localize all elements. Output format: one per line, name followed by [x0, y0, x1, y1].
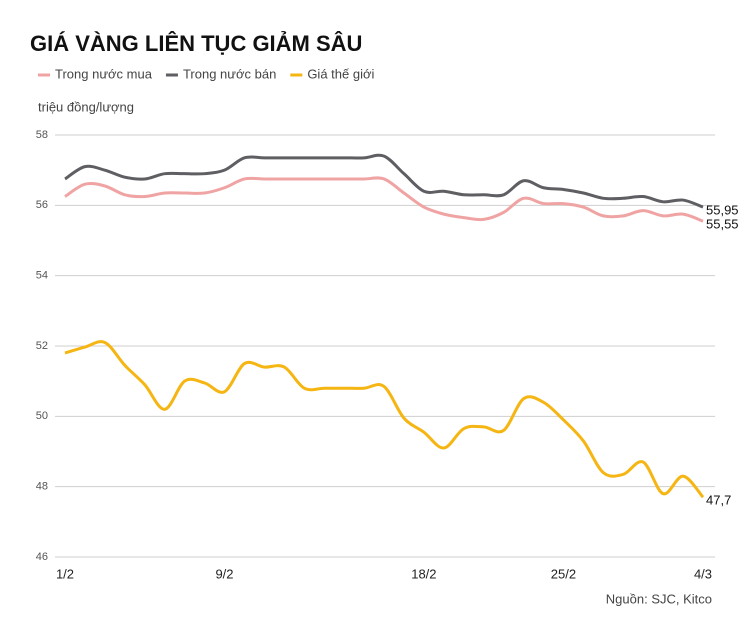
series-line — [64, 153, 704, 209]
value-label: 47,7 — [706, 493, 731, 508]
x-tick-label: 18/2 — [411, 566, 436, 581]
y-axis-label: triệu đồng/lượng — [38, 99, 134, 114]
value-label: 55,95 — [706, 203, 739, 218]
x-tick-label: 9/2 — [215, 566, 233, 581]
source: Nguồn: SJC, Kitco — [606, 591, 712, 606]
x-tick-label: 25/2 — [551, 566, 576, 581]
series-line — [64, 340, 705, 499]
legend-label: Giá thế giới — [307, 66, 374, 81]
y-tick-label: 50 — [36, 410, 48, 422]
x-tick-label: 1/2 — [56, 566, 74, 581]
y-tick-label: 46 — [36, 551, 48, 563]
y-tick-label: 54 — [36, 270, 48, 282]
legend-label: Trong nước bán — [183, 66, 276, 81]
series-line — [64, 176, 704, 223]
legend-label: Trong nước mua — [55, 66, 153, 81]
x-tick-label: 4/3 — [694, 566, 712, 581]
y-tick-label: 56 — [36, 199, 48, 211]
chart-title: GIÁ VÀNG LIÊN TỤC GIẢM SÂU — [30, 31, 362, 56]
value-label: 55,55 — [706, 217, 739, 232]
y-tick-label: 52 — [36, 340, 48, 352]
y-tick-label: 58 — [36, 129, 48, 141]
y-tick-label: 48 — [36, 481, 48, 493]
